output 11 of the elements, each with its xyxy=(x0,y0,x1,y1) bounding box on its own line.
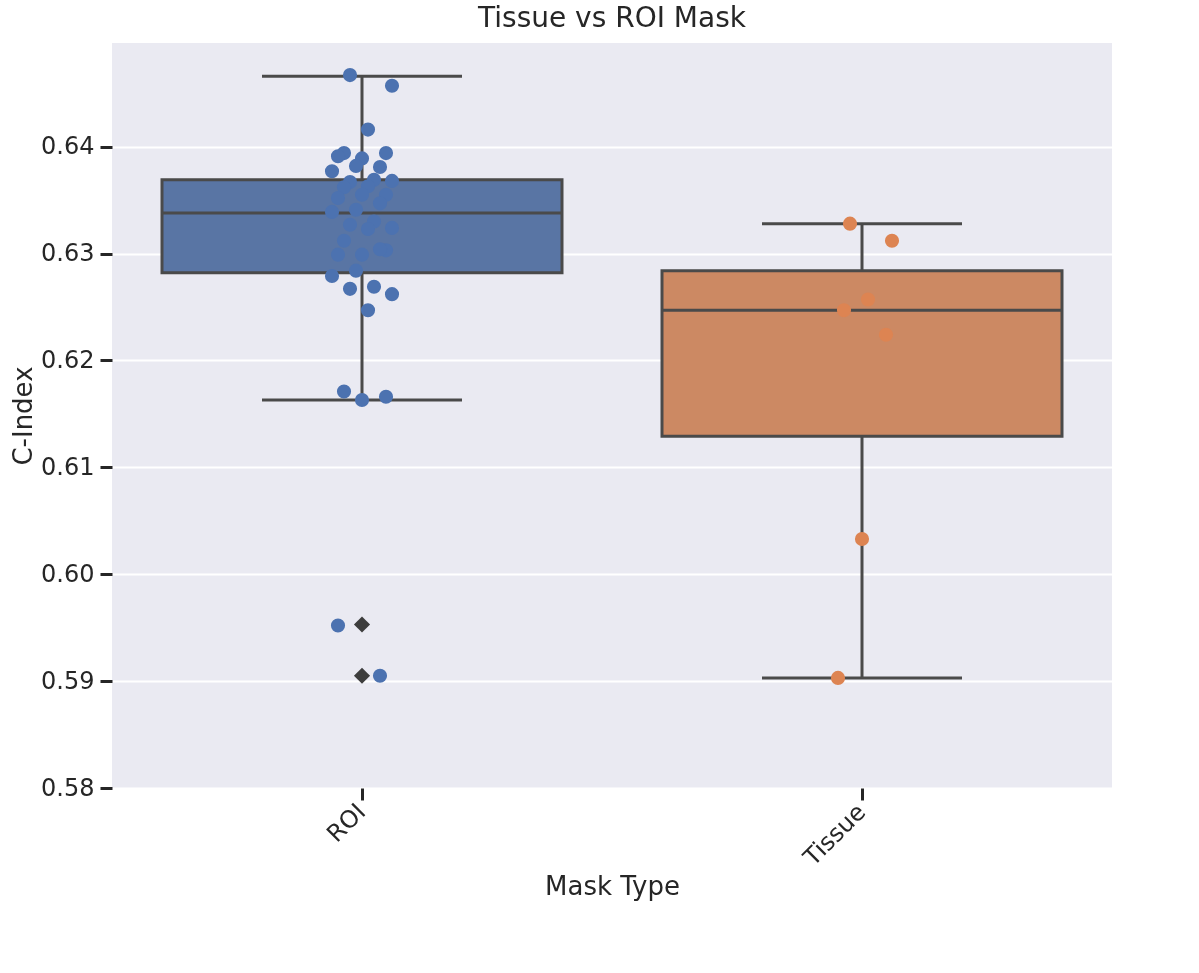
y-tick-label: 0.59 xyxy=(41,666,95,695)
chart-title: Tissue vs ROI Mask xyxy=(477,1,747,34)
x-axis-title: Mask Type xyxy=(545,871,680,902)
y-tick-label: 0.58 xyxy=(41,773,95,802)
y-axis-title: C-Index xyxy=(8,366,39,466)
y-tick-label: 0.61 xyxy=(41,452,95,481)
y-tick-label: 0.62 xyxy=(41,345,95,374)
y-tick-label: 0.64 xyxy=(41,132,95,161)
y-tick-label: 0.60 xyxy=(41,559,95,588)
y-tick-label: 0.63 xyxy=(41,239,95,268)
x-tick-label: ROI xyxy=(321,797,372,848)
